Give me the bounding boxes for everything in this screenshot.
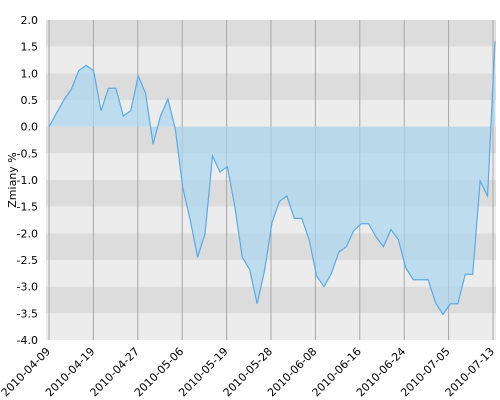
y-axis-label: Zmiany % — [6, 152, 19, 207]
x-axis-ticks: 2010-04-092010-04-192010-04-272010-05-06… — [0, 345, 497, 399]
y-tick-label: -2.0 — [17, 227, 38, 240]
y-tick-label: 1.0 — [21, 67, 39, 80]
y-tick-label: -3.0 — [17, 281, 38, 294]
y-tick-label: -1.0 — [17, 174, 38, 187]
area-series — [48, 41, 496, 316]
series-line — [48, 41, 496, 316]
y-tick-label: -0.5 — [17, 147, 38, 160]
y-tick-label: 0.0 — [21, 121, 39, 134]
y-axis-ticks: 2.0 1.5 1.0 0.5 0.0 -0.5 -1.0 -1.5 -2.0 -2.5 -3.0 -… — [17, 14, 38, 347]
y-tick-label: -2.5 — [17, 254, 38, 267]
y-tick-label: -3.5 — [17, 307, 38, 320]
y-tick-label: 0.5 — [21, 94, 39, 107]
y-tick-label: 1.5 — [21, 41, 39, 54]
y-tick-label: -1.5 — [17, 201, 38, 214]
y-tick-label: -4.0 — [17, 334, 38, 347]
y-tick-label: 2.0 — [21, 14, 39, 27]
